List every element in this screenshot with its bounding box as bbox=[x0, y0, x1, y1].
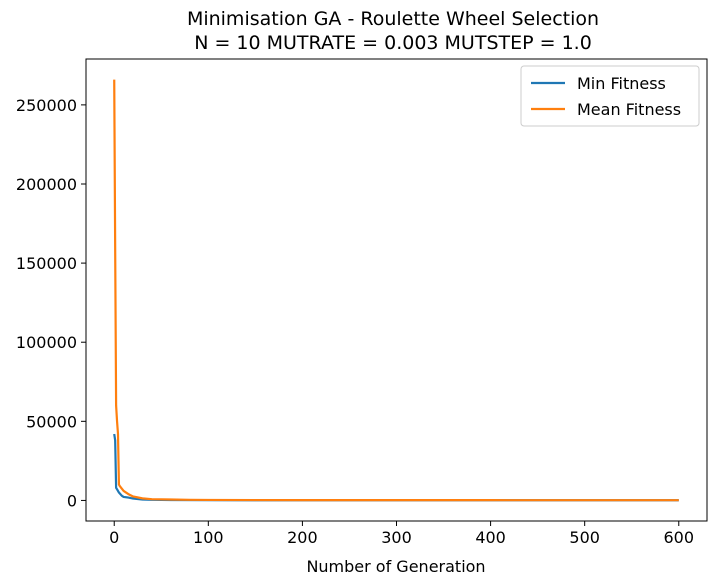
x-axis-label: Number of Generation bbox=[306, 557, 485, 576]
y-tick-label: 250000 bbox=[16, 96, 77, 115]
y-axis-ticks: 0 50000 100000 150000 200000 250000 bbox=[16, 96, 86, 510]
y-tick-label: 100000 bbox=[16, 333, 77, 352]
series-line-min-fitness bbox=[113, 433, 679, 502]
x-tick-label: 400 bbox=[475, 528, 506, 547]
chart-title: Minimisation GA - Roulette Wheel Selecti… bbox=[187, 8, 599, 30]
chart-subtitle: N = 10 MUTRATE = 0.003 MUTSTEP = 1.0 bbox=[194, 32, 592, 54]
x-tick-label: 200 bbox=[287, 528, 318, 547]
y-tick-label: 50000 bbox=[26, 412, 77, 431]
x-tick-label: 600 bbox=[663, 528, 694, 547]
plot-frame bbox=[85, 58, 708, 522]
x-tick-label: 100 bbox=[193, 528, 224, 547]
series-layer bbox=[113, 79, 679, 502]
y-tick-label: 200000 bbox=[16, 175, 77, 194]
y-tick-label: 0 bbox=[67, 491, 77, 510]
legend-box bbox=[520, 65, 700, 127]
legend-label-mean-fitness: Mean Fitness bbox=[577, 100, 681, 119]
legend: Min Fitness Mean Fitness bbox=[520, 65, 700, 127]
y-tick-label: 150000 bbox=[16, 254, 77, 273]
legend-label-min-fitness: Min Fitness bbox=[577, 74, 666, 93]
x-tick-label: 500 bbox=[569, 528, 600, 547]
x-axis-ticks: 0 100 200 300 400 500 600 bbox=[109, 521, 694, 547]
x-tick-label: 0 bbox=[109, 528, 119, 547]
series-line-mean-fitness bbox=[113, 79, 679, 502]
x-tick-label: 300 bbox=[381, 528, 412, 547]
